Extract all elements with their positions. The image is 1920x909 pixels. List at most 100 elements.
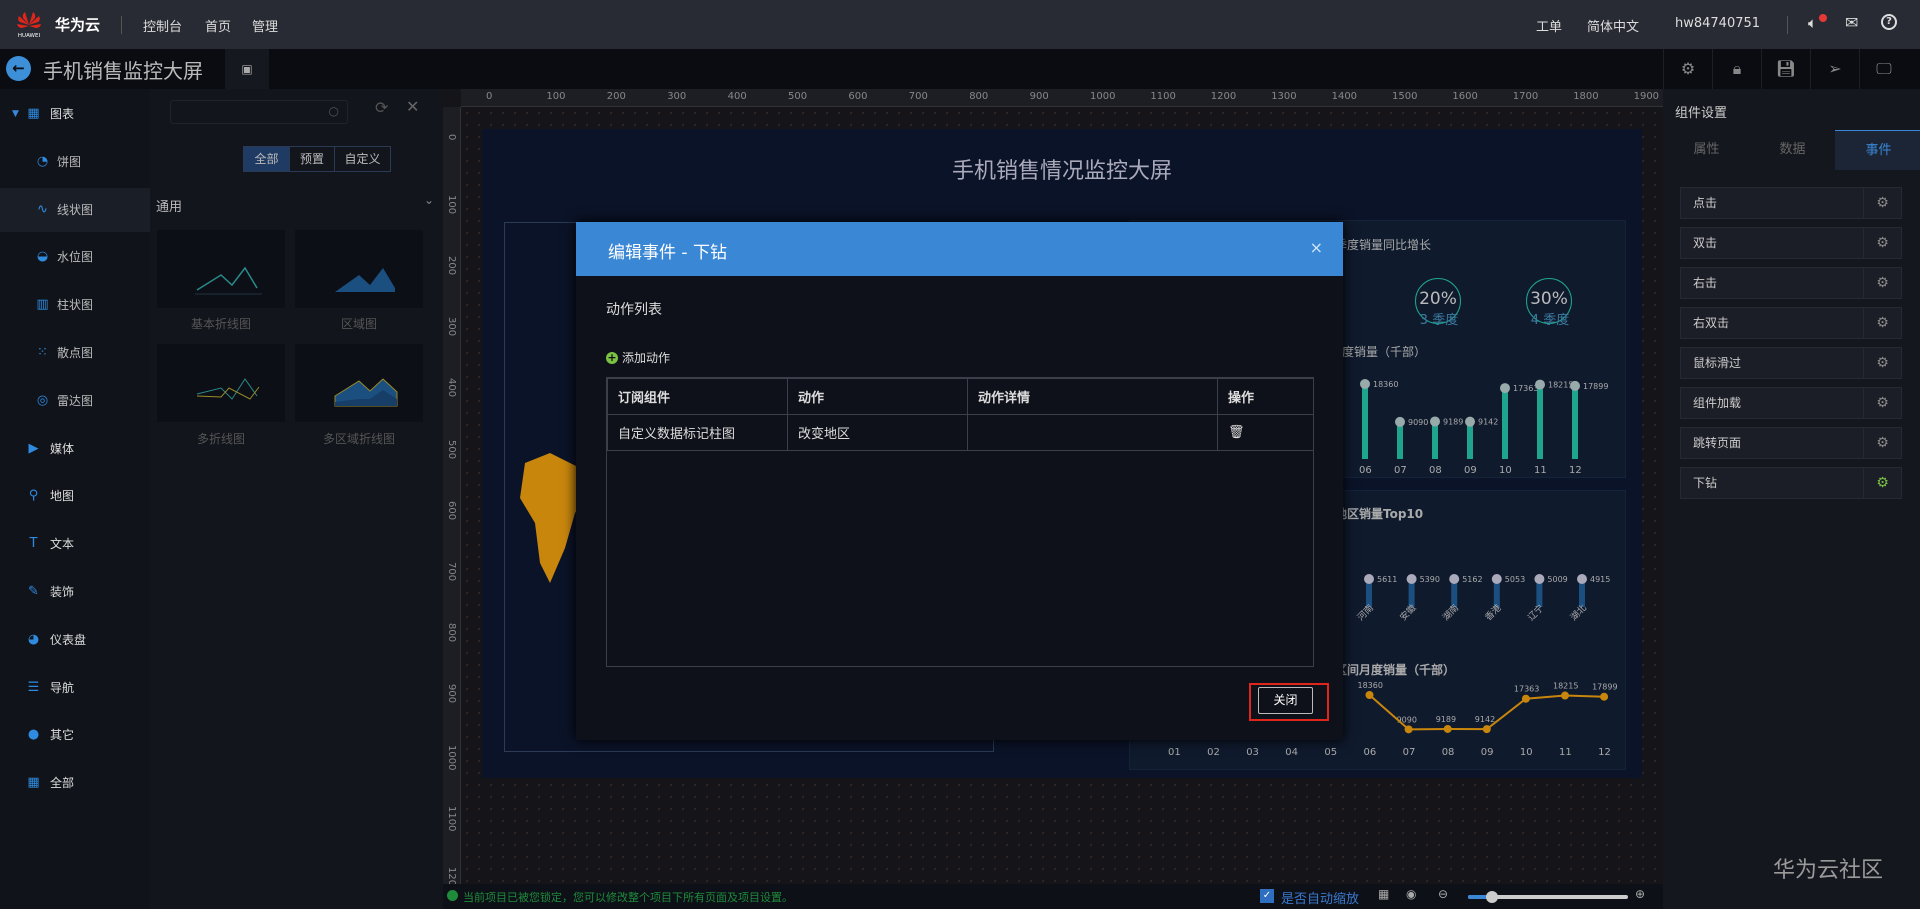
ruler-tick-label: 1100 [446, 806, 457, 832]
gear-icon[interactable]: ⚙ [1863, 308, 1901, 338]
zoom-slider-handle[interactable] [1486, 891, 1498, 903]
notification-icon[interactable]: 🔈︎ [1808, 14, 1827, 32]
media-icon: ▶ [28, 440, 39, 456]
sidebar-item[interactable]: ☰ 导航 [0, 666, 150, 710]
dialog-header: 编辑事件 - 下钻 × [576, 222, 1343, 276]
tab-data[interactable]: 数据 [1779, 142, 1806, 157]
huawei-logo[interactable]: HUAWEI [14, 9, 44, 39]
sidebar-item[interactable]: ▥ 柱状图 [0, 283, 150, 327]
preview-icon[interactable]: 🖵︎ [1859, 49, 1908, 89]
event-item[interactable]: 跳转页面 ⚙ [1680, 427, 1902, 459]
sidebar-item-label: 媒体 [50, 441, 75, 456]
nav-manage[interactable]: 管理 [252, 20, 279, 35]
filter-preset[interactable]: 预置 [289, 147, 334, 171]
gear-icon[interactable]: ⚙ [1863, 188, 1901, 218]
gear-icon[interactable]: ⚙ [1863, 268, 1901, 298]
tab-events[interactable]: 事件 [1835, 130, 1920, 170]
bar-value-label: 18215 [1548, 381, 1573, 390]
nav-console[interactable]: 控制台 [143, 20, 183, 35]
refresh-icon[interactable]: ⟳ [375, 98, 389, 117]
map-region[interactable] [520, 453, 600, 593]
sidebar-item[interactable]: ▶ 媒体 [0, 427, 150, 471]
gauge-q4: 30% 4 季度 [1526, 278, 1572, 328]
water-icon: ◒ [36, 249, 49, 265]
line-series [1368, 694, 1605, 731]
filter-tabs: 全部 预置 自定义 [243, 146, 391, 172]
sidebar-item[interactable]: ∿ 线状图 [0, 187, 150, 232]
sidebar-item[interactable]: ◒ 水位图 [0, 235, 150, 279]
sidebar-item[interactable]: ▦ 全部 [0, 761, 150, 805]
grid-icon[interactable]: ▦ [1378, 887, 1390, 901]
gear-icon[interactable]: ⚙ [1863, 428, 1901, 458]
mail-icon[interactable]: ✉ [1845, 13, 1859, 32]
sidebar-item[interactable]: ● 其它 [0, 713, 150, 757]
ruler-tick-label: 700 [908, 91, 928, 102]
svg-text:HUAWEI: HUAWEI [18, 33, 41, 39]
ruler-horizontal[interactable]: 0 100 200 300 400 500 600 700 800 900 1000 1100 1200… [461, 89, 1663, 107]
sidebar-item[interactable]: ◕ 仪表盘 [0, 618, 150, 662]
map-pin-icon: ⚲ [28, 488, 39, 504]
ruler-tick-label: 1000 [1090, 91, 1116, 102]
status-message: 当前项目已被您锁定，您可以修改整个项目下所有页面及项目设置。 [463, 891, 793, 904]
event-item[interactable]: 鼠标滑过 ⚙ [1680, 347, 1902, 379]
publish-icon[interactable]: ➢ [1810, 49, 1859, 89]
thumb-multi-line[interactable] [157, 344, 285, 422]
event-item[interactable]: 右击 ⚙ [1680, 267, 1902, 299]
sidebar-item[interactable]: ◔ 饼图 [0, 140, 150, 184]
search-input[interactable]: ○ [170, 100, 348, 124]
event-item[interactable]: 右双击 ⚙ [1680, 307, 1902, 339]
gear-icon[interactable]: ⚙ [1863, 348, 1901, 378]
chevron-down-icon[interactable]: ⌄ [424, 193, 435, 207]
sidebar-item[interactable]: ✎ 装饰 [0, 570, 150, 614]
sidebar-item-label: 导航 [50, 680, 75, 695]
ruler-tick-label: 1700 [1512, 91, 1539, 102]
filter-custom[interactable]: 自定义 [334, 147, 390, 171]
sidebar-item[interactable]: ⚲ 地图 [0, 474, 150, 518]
gear-icon[interactable]: ⚙ [1863, 388, 1901, 418]
close-button[interactable]: 关闭 [1258, 687, 1313, 714]
event-item[interactable]: 下钻 ⚙ [1680, 467, 1902, 499]
sidebar-item[interactable]: ▼ ▦ 图表 [0, 92, 150, 136]
event-item[interactable]: 双击 ⚙ [1680, 227, 1902, 259]
event-item[interactable]: 点击 ⚙ [1680, 187, 1902, 219]
nav-home[interactable]: 首页 [205, 20, 232, 35]
event-label: 下钻 [1693, 476, 1718, 490]
language-select[interactable]: 简体中文 [1587, 20, 1640, 35]
sidebar-item[interactable]: ◎ 雷达图 [0, 379, 150, 423]
thumb-basic-line[interactable] [157, 230, 285, 308]
tab-properties[interactable]: 属性 [1693, 142, 1720, 157]
close-icon[interactable]: × [1309, 238, 1323, 257]
thumb-area[interactable] [295, 230, 423, 308]
gear-icon[interactable]: ⚙ [1663, 49, 1712, 89]
save-icon[interactable]: 💾︎ [1761, 49, 1810, 89]
sidebar-item[interactable]: T 文本 [0, 522, 150, 566]
event-item[interactable]: 组件加载 ⚙ [1680, 387, 1902, 419]
close-icon[interactable]: ✕ [406, 97, 420, 116]
zoom-out-icon[interactable]: ⊖ [1438, 887, 1449, 901]
delete-icon[interactable]: 🗑︎ [1217, 414, 1314, 451]
line-value-label: 17899 [1592, 683, 1617, 692]
zoom-in-icon[interactable]: ⊕ [1635, 887, 1646, 901]
nav-tickets[interactable]: 工单 [1536, 20, 1563, 35]
eye-icon[interactable]: ◉ [1406, 887, 1417, 901]
page-select-button[interactable]: ▣ [225, 49, 269, 89]
gear-icon[interactable]: ⚙ [1863, 228, 1901, 258]
user-account[interactable]: hw84740751 [1675, 16, 1761, 31]
sidebar-item[interactable]: ⁙ 散点图 [0, 331, 150, 375]
back-arrow-icon[interactable]: ← [6, 56, 31, 81]
ruler-vertical[interactable]: 0 100 200 300 400 500 600 700 800 900 1000 1100 1200 [443, 107, 461, 884]
auto-zoom-checkbox[interactable]: ✓ [1260, 889, 1274, 903]
thumb-multi-area[interactable] [295, 344, 423, 422]
bar-point [1500, 383, 1510, 394]
ruler-tick-label: 800 [446, 622, 457, 642]
add-action-button[interactable]: + 添加动作 [606, 349, 670, 366]
zoom-slider[interactable] [1468, 891, 1628, 903]
ruler-tick-label: 400 [446, 378, 457, 398]
ruler-tick-label: 0 [446, 134, 457, 141]
lock-icon[interactable]: 🔒︎ [1712, 49, 1761, 89]
thumb-label: 多折线图 [196, 432, 245, 446]
sidebar-item-label: 图表 [50, 107, 75, 121]
help-icon[interactable]: ? [1881, 14, 1897, 30]
filter-all[interactable]: 全部 [244, 147, 289, 171]
gear-icon[interactable]: ⚙ [1863, 468, 1901, 498]
